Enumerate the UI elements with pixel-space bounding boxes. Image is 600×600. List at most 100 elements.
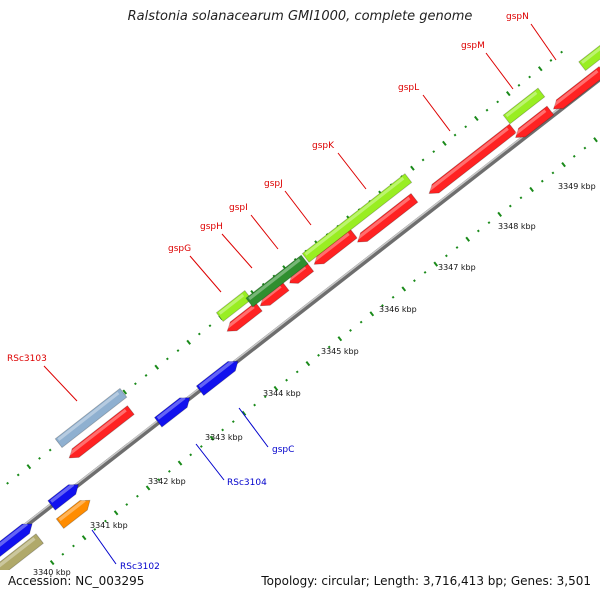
cds-gspC[interactable] xyxy=(196,357,241,396)
outer-tick-mark xyxy=(497,101,498,103)
gene-leader-line xyxy=(44,366,77,401)
gene-label[interactable]: gspL xyxy=(398,83,419,93)
scale-label: 3347 kbp xyxy=(438,263,476,272)
gene-leader-line xyxy=(190,256,221,292)
outer-tick-mark xyxy=(475,116,478,120)
gene-label[interactable]: gspN xyxy=(506,12,529,22)
outer-tick-mark xyxy=(411,166,414,170)
outer-tick-mark xyxy=(155,365,158,369)
inner-tick-mark xyxy=(83,536,86,540)
genome-map[interactable]: 3340 kbp3341 kbp3342 kbp3343 kbp3344 kbp… xyxy=(0,0,600,600)
gene-leader-line xyxy=(251,215,278,249)
gene-leader-line xyxy=(423,95,450,131)
inner-tick-mark xyxy=(446,255,447,257)
scale-label: 3345 kbp xyxy=(321,347,359,356)
gene-leader-line xyxy=(486,53,513,89)
outer-tick-mark xyxy=(486,109,487,111)
cds-gspL[interactable] xyxy=(426,124,516,198)
outer-tick-mark xyxy=(187,340,190,344)
inner-tick-mark xyxy=(222,429,223,431)
inner-tick-mark xyxy=(73,545,74,547)
gene-leader-line xyxy=(222,234,252,268)
inner-tick-mark xyxy=(414,280,415,282)
outer-tick-mark xyxy=(50,449,51,451)
inner-tick-mark xyxy=(466,237,469,241)
outer-tick-mark xyxy=(209,325,210,327)
outer-tick-mark xyxy=(550,60,551,62)
outer-tick-mark xyxy=(177,350,178,352)
inner-tick-mark xyxy=(434,262,437,266)
inner-tick-mark xyxy=(424,272,425,274)
inner-tick-mark xyxy=(552,172,553,174)
outer-tick-mark xyxy=(529,76,530,78)
scale-label: 3348 kbp xyxy=(498,222,536,231)
outer-tick-mark xyxy=(145,375,146,377)
inner-tick-mark xyxy=(402,287,405,291)
inner-tick-mark xyxy=(306,362,309,366)
inner-tick-mark xyxy=(297,371,298,373)
outer-tick-mark xyxy=(7,482,8,484)
gene-label[interactable]: gspM xyxy=(461,41,485,51)
gene-label[interactable]: gspI xyxy=(229,203,248,213)
inner-tick-mark xyxy=(361,321,362,323)
inner-tick-mark xyxy=(370,312,373,316)
inner-tick-mark xyxy=(562,163,565,167)
cds-gspN[interactable] xyxy=(550,67,600,114)
inner-tick-mark xyxy=(254,404,255,406)
cds-rsc3104[interactable] xyxy=(155,393,194,427)
inner-tick-mark xyxy=(126,504,127,506)
outer-tick-mark xyxy=(135,383,136,385)
inner-tick-mark xyxy=(393,296,394,298)
gene-label[interactable]: RSc3102 xyxy=(120,562,160,572)
gene-label[interactable]: RSc3103 xyxy=(7,354,47,364)
inner-tick-mark xyxy=(115,511,118,515)
inner-tick-mark xyxy=(488,222,489,224)
scale-label: 3342 kbp xyxy=(148,477,186,486)
outer-tick-mark xyxy=(18,474,19,476)
inner-tick-mark xyxy=(456,247,457,249)
inner-tick-mark xyxy=(530,188,533,192)
outer-tick-mark xyxy=(199,333,200,335)
gene-label[interactable]: gspK xyxy=(312,141,335,151)
gene-label[interactable]: gspH xyxy=(200,222,223,232)
scale-label: 3344 kbp xyxy=(263,389,301,398)
inner-tick-mark xyxy=(498,212,501,216)
inner-tick-mark xyxy=(520,197,521,199)
gene-leader-line xyxy=(285,191,311,225)
inner-tick-mark xyxy=(574,156,575,158)
outer-tick-mark xyxy=(518,85,519,87)
inner-tick-mark xyxy=(201,446,202,448)
gene-leader-line xyxy=(338,153,366,189)
gene-leader-line xyxy=(239,408,268,447)
inner-tick-mark xyxy=(51,561,54,565)
scale-label: 3341 kbp xyxy=(90,521,128,530)
scale-label: 3349 kbp xyxy=(558,182,596,191)
outer-tick-mark xyxy=(561,51,562,53)
inner-tick-mark xyxy=(338,337,341,341)
gene-leader-line xyxy=(531,24,556,60)
inner-tick-mark xyxy=(318,355,319,357)
gene-label[interactable]: gspJ xyxy=(264,179,283,189)
outer-tick-mark xyxy=(27,465,30,469)
inner-tick-mark xyxy=(233,421,234,423)
outer-tick-mark xyxy=(443,141,446,145)
gene-label[interactable]: RSc3104 xyxy=(227,478,267,488)
inner-tick-mark xyxy=(169,471,170,473)
scale-label: 3346 kbp xyxy=(379,305,417,314)
topology-summary: Topology: circular; Length: 3,716,413 bp… xyxy=(261,574,591,588)
outer-tick-mark xyxy=(433,151,434,153)
outer-tick-mark xyxy=(539,67,542,71)
inner-tick-mark xyxy=(190,454,191,456)
inner-tick-mark xyxy=(286,379,287,381)
gene-label[interactable]: gspC xyxy=(272,445,294,455)
inner-tick-mark xyxy=(147,486,150,490)
accession-text: Accession: NC_003295 xyxy=(8,574,144,588)
outer-tick-mark xyxy=(507,92,510,96)
outer-tick-mark xyxy=(167,358,168,360)
inner-tick-mark xyxy=(62,553,63,555)
gene-leader-line xyxy=(92,530,116,564)
gene-label[interactable]: gspG xyxy=(168,244,191,254)
inner-tick-mark xyxy=(510,205,511,207)
gsp-cluster-gspN[interactable] xyxy=(579,43,600,70)
inner-tick-mark xyxy=(542,180,543,182)
